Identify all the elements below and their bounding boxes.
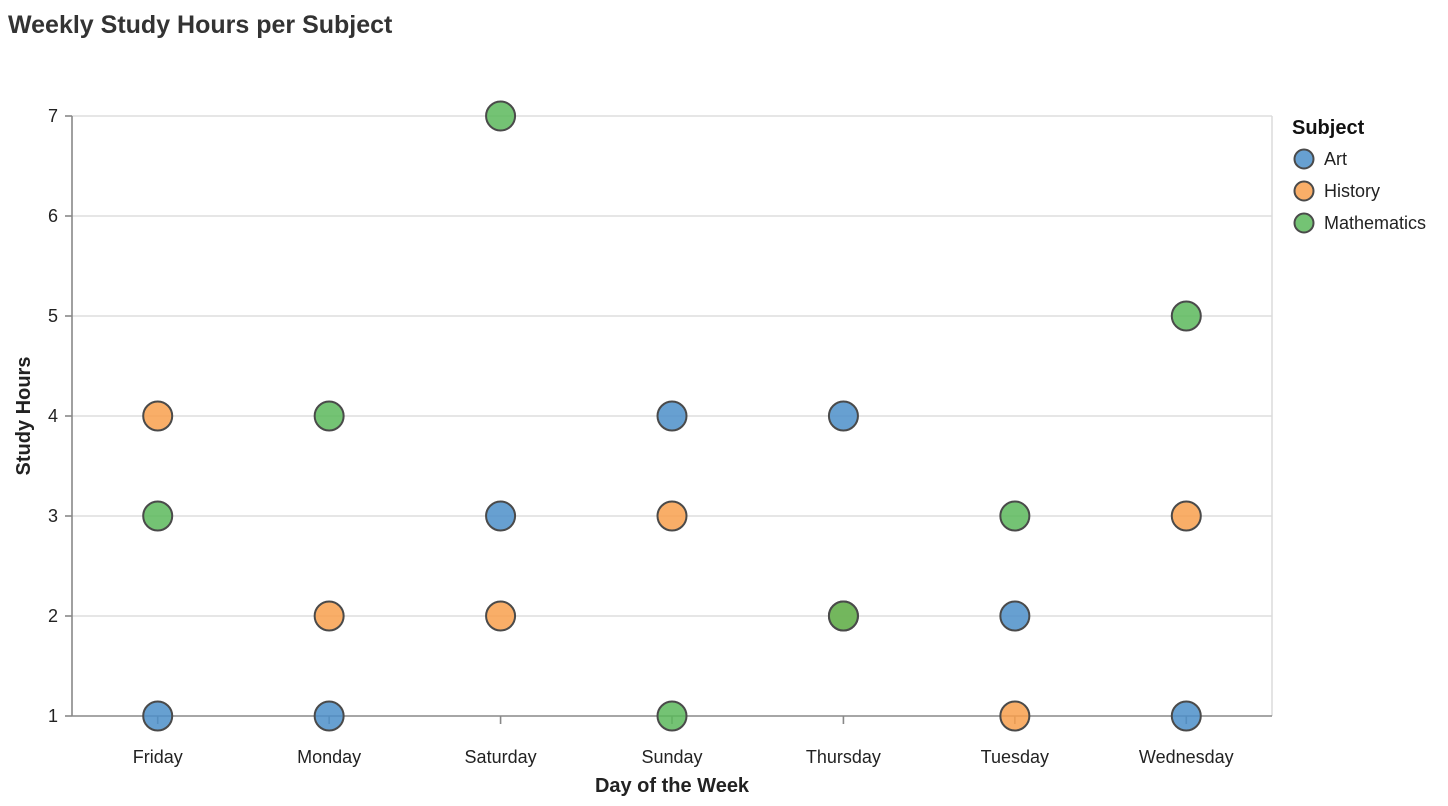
point-mathematics-saturday — [485, 100, 517, 132]
point-art-tuesday — [999, 600, 1031, 632]
legend: Subject Art History Mathematics — [1292, 117, 1426, 234]
point-history-tuesday — [999, 700, 1031, 732]
point-art-monday — [313, 700, 345, 732]
point-mathematics-sunday — [656, 700, 688, 732]
legend-swatch-mathematics — [1293, 212, 1315, 234]
axis-layer: 1 2 3 4 5 6 7 Friday Monday Saturday Sunday Thursda… — [48, 106, 1272, 767]
legend-label-history: History — [1324, 181, 1380, 201]
legend-title: Subject — [1292, 117, 1365, 139]
point-mathematics-wednesday — [1170, 300, 1202, 332]
y-tick-label-2: 2 — [48, 606, 58, 626]
point-history-sunday — [656, 500, 688, 532]
x-tick-label-wednesday: Wednesday — [1139, 747, 1234, 767]
point-history-friday — [142, 400, 174, 432]
chart-title: Weekly Study Hours per Subject — [8, 11, 393, 39]
point-art-friday — [142, 700, 174, 732]
point-art-thursday — [827, 400, 859, 432]
legend-label-mathematics: Mathematics — [1324, 213, 1426, 233]
y-tick-label-5: 5 — [48, 306, 58, 326]
y-axis-title: Study Hours — [13, 357, 35, 476]
legend-label-art: Art — [1324, 149, 1347, 169]
x-tick-label-thursday: Thursday — [806, 747, 881, 767]
x-tick-label-saturday: Saturday — [465, 747, 537, 767]
x-tick-label-friday: Friday — [133, 747, 183, 767]
point-mathematics-friday — [142, 500, 174, 532]
point-mathematics-monday — [313, 400, 345, 432]
x-tick-label-tuesday: Tuesday — [981, 747, 1049, 767]
point-mathematics-tuesday — [999, 500, 1031, 532]
point-history-monday — [313, 600, 345, 632]
point-art-saturday — [485, 500, 517, 532]
legend-swatch-history — [1293, 180, 1315, 202]
point-history-saturday — [485, 600, 517, 632]
x-axis-title: Day of the Week — [595, 775, 750, 797]
x-tick-label-sunday: Sunday — [641, 747, 702, 767]
x-tick-label-monday: Monday — [297, 747, 361, 767]
legend-swatch-art — [1293, 148, 1315, 170]
y-tick-label-6: 6 — [48, 206, 58, 226]
point-mathematics-thursday — [827, 600, 859, 632]
points-layer — [142, 100, 1202, 732]
y-tick-label-4: 4 — [48, 406, 58, 426]
point-art-wednesday — [1170, 700, 1202, 732]
point-history-wednesday — [1170, 500, 1202, 532]
y-tick-label-1: 1 — [48, 706, 58, 726]
y-tick-label-3: 3 — [48, 506, 58, 526]
y-tick-label-7: 7 — [48, 106, 58, 126]
legend-items: Art History Mathematics — [1293, 148, 1426, 234]
point-art-sunday — [656, 400, 688, 432]
